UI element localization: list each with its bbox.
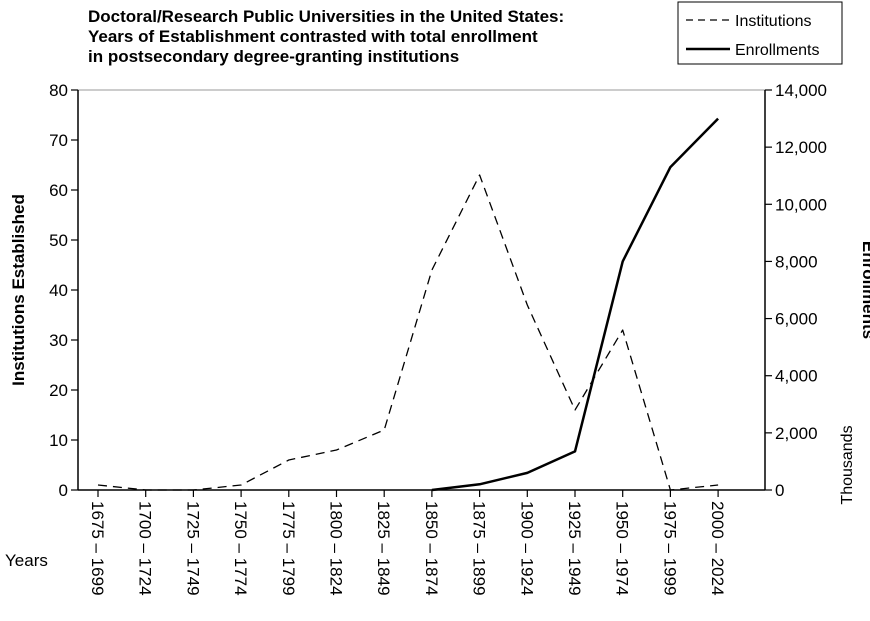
x-tick-label: 1975 – 1999 (660, 501, 679, 596)
series-layer (97, 117, 719, 492)
series-line-enrollments (431, 117, 719, 492)
right-unit-label: Thousands (839, 425, 856, 504)
x-tick-label: 1875 – 1899 (470, 501, 489, 596)
left-tick-label: 80 (49, 81, 68, 100)
left-tick-label: 50 (49, 231, 68, 250)
right-axis-ticks: 0 2,000 4,000 6,000 8,000 10,000 12,000 14,000 (765, 81, 827, 500)
x-tick-label: 1925 – 1949 (565, 501, 584, 596)
right-tick-label: 6,000 (775, 310, 818, 329)
axes (77, 89, 766, 491)
x-tick-label: 1850 – 1874 (422, 501, 441, 596)
x-tick-label: 1700 – 1724 (136, 501, 155, 596)
x-tick-label: 1725 – 1749 (183, 501, 202, 596)
right-tick-label: 8,000 (775, 252, 818, 271)
right-tick-label: 10,000 (775, 195, 827, 214)
left-tick-label: 0 (59, 481, 68, 500)
legend-box (677, 1, 843, 65)
right-tick-label: 14,000 (775, 81, 827, 100)
chart-title: Doctoral/Research Public Universities in… (88, 7, 564, 66)
x-tick-label: 1950 – 1974 (613, 501, 632, 596)
x-tick-label: 1825 – 1849 (374, 501, 393, 596)
right-tick-label: 4,000 (775, 367, 818, 386)
title-line-3: in postsecondary degree-granting institu… (88, 47, 459, 66)
legend: Institutions Enrollments (677, 1, 843, 65)
title-line-1: Doctoral/Research Public Universities in… (88, 7, 564, 26)
x-axis-ticks: 1675 – 1699 1700 – 1724 1725 – 1749 1750 – … (88, 490, 727, 596)
series-line-institutions (97, 174, 719, 491)
x-tick-label: 1800 – 1824 (327, 501, 346, 596)
right-axis-title: Enrollments (859, 241, 870, 339)
x-tick-label: 1750 – 1774 (231, 501, 250, 596)
left-tick-label: 40 (49, 281, 68, 300)
right-tick-label: 0 (775, 481, 784, 500)
left-tick-label: 30 (49, 331, 68, 350)
left-tick-label: 70 (49, 131, 68, 150)
x-axis-title: Years (5, 551, 48, 570)
x-tick-label: 2000 – 2024 (708, 501, 727, 596)
left-axis-ticks: 0 10 20 30 40 50 60 70 80 (49, 81, 78, 500)
title-line-2: Years of Establishment contrasted with t… (88, 27, 538, 46)
legend-label-institutions: Institutions (735, 13, 811, 30)
left-tick-label: 60 (49, 181, 68, 200)
legend-label-enrollments: Enrollments (735, 42, 819, 59)
x-tick-label: 1675 – 1699 (88, 501, 107, 596)
left-axis-title: Institutions Established (9, 194, 28, 386)
right-tick-label: 2,000 (775, 424, 818, 443)
x-tick-label: 1900 – 1924 (517, 501, 536, 596)
x-tick-label: 1775 – 1799 (279, 501, 298, 596)
right-tick-label: 12,000 (775, 138, 827, 157)
left-tick-label: 10 (49, 431, 68, 450)
left-tick-label: 20 (49, 381, 68, 400)
